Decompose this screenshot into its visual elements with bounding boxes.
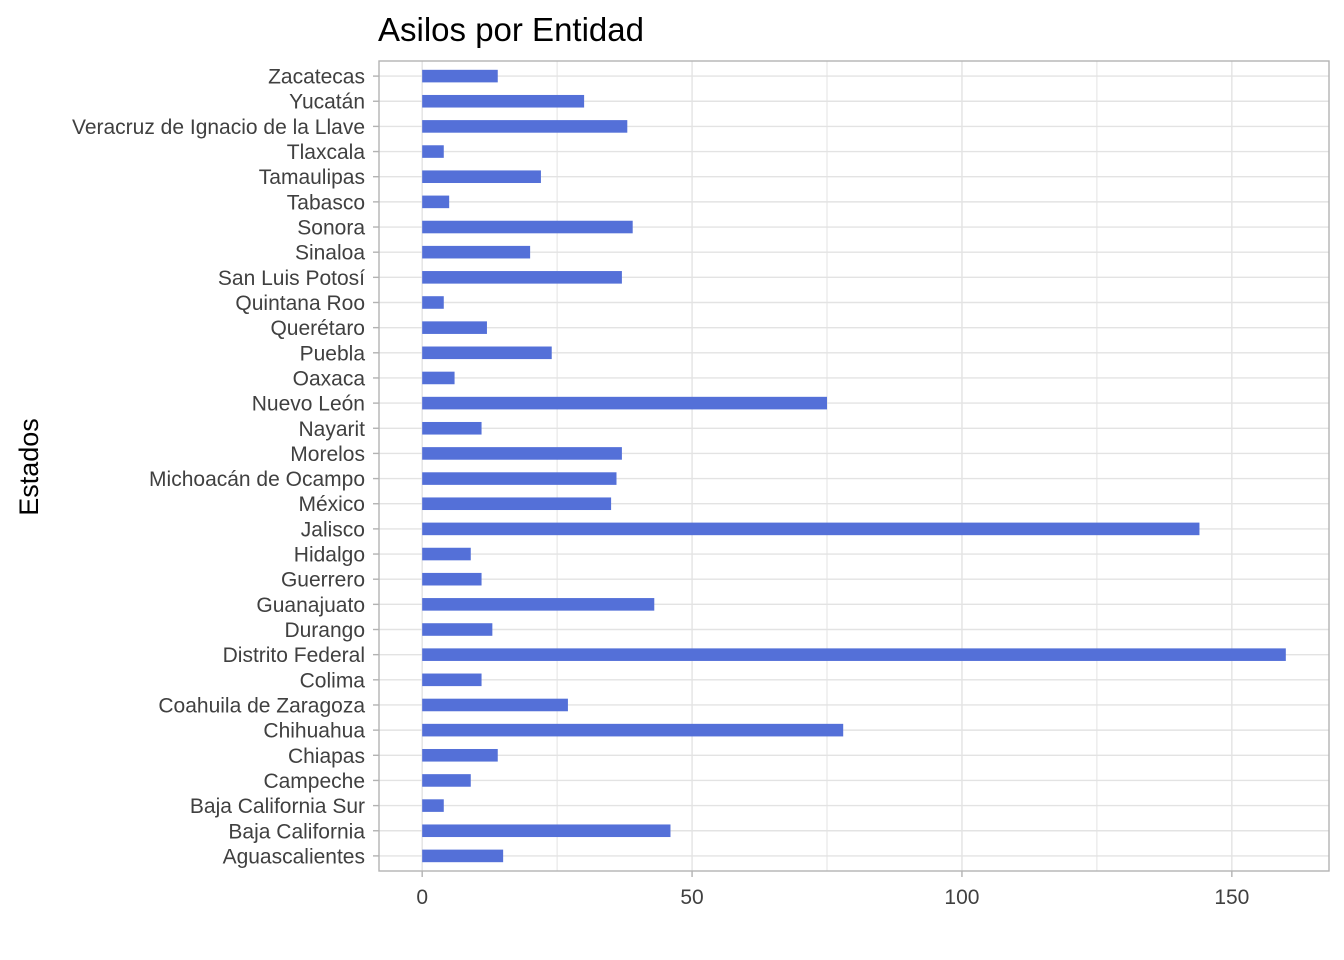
bar-8 (422, 648, 1286, 661)
category-label-11: Guerrero (281, 569, 365, 592)
x-tick-labels: 0 50 100 150 (416, 871, 1249, 909)
bar-20 (422, 346, 552, 360)
category-label-26: Tabasco (287, 191, 365, 214)
bar-11 (422, 572, 482, 586)
bar-15 (422, 472, 617, 485)
bar-18 (422, 396, 828, 410)
category-label-13: Jalisco (301, 518, 365, 541)
bar-13 (422, 522, 1200, 536)
bar-12 (422, 547, 471, 561)
bar-30 (422, 94, 585, 108)
category-label-24: Sinaloa (295, 242, 365, 265)
category-label-23: San Luis Potosí (218, 267, 365, 290)
bar-23 (422, 271, 622, 284)
category-label-28: Tlaxcala (287, 141, 366, 164)
bar-19 (422, 371, 455, 385)
category-label-30: Yucatán (289, 91, 365, 114)
category-label-2: Baja California Sur (190, 795, 365, 818)
bar-16 (422, 447, 622, 460)
category-label-5: Chihuahua (263, 720, 365, 743)
category-label-3: Campeche (263, 770, 365, 793)
category-label-10: Guanajuato (256, 594, 365, 617)
bar-9 (422, 623, 493, 636)
bar-22 (422, 296, 444, 309)
category-label-16: Morelos (290, 443, 365, 466)
category-label-0: Aguascalientes (223, 845, 365, 868)
x-tick-label-2: 100 (944, 886, 979, 909)
bar-14 (422, 497, 612, 511)
x-tick-label-3: 150 (1214, 886, 1249, 909)
category-label-9: Durango (284, 619, 365, 642)
bar-21 (422, 321, 487, 334)
bar-29 (422, 120, 628, 133)
bar-28 (422, 145, 444, 158)
bar-25 (422, 220, 633, 234)
bar-5 (422, 723, 844, 737)
bar-1 (422, 824, 671, 838)
category-label-7: Colima (300, 669, 366, 692)
category-label-29: Veracruz de Ignacio de la Llave (72, 116, 365, 139)
category-label-21: Querétaro (270, 317, 365, 340)
y-axis-label: Estados (14, 418, 44, 516)
panel-border (378, 60, 1330, 872)
category-label-18: Nuevo León (252, 393, 365, 416)
bar-4 (422, 748, 498, 762)
category-label-14: México (298, 493, 365, 516)
category-label-17: Nayarit (298, 418, 365, 441)
category-label-27: Tamaulipas (259, 166, 365, 189)
category-label-6: Coahuila de Zaragoza (158, 694, 365, 717)
bar-0 (422, 849, 504, 863)
category-label-8: Distrito Federal (223, 644, 365, 667)
bar-6 (422, 698, 568, 712)
bars (422, 69, 1286, 863)
category-label-31: Zacatecas (268, 66, 365, 89)
category-label-15: Michoacán de Ocampo (149, 468, 365, 491)
bar-3 (422, 774, 471, 787)
bar-24 (422, 245, 531, 259)
category-label-20: Puebla (300, 342, 366, 365)
bar-27 (422, 170, 541, 184)
bar-2 (422, 799, 444, 812)
bar-7 (422, 673, 482, 687)
category-label-19: Oaxaca (293, 367, 366, 390)
grid-lines (379, 61, 1329, 871)
category-label-22: Quintana Roo (235, 292, 365, 315)
bar-26 (422, 195, 450, 209)
bar-31 (422, 69, 498, 83)
chart-title: Asilos por Entidad (378, 11, 644, 48)
x-tick-label-0: 0 (416, 886, 428, 909)
bar-10 (422, 598, 655, 611)
x-tick-label-1: 50 (680, 886, 703, 909)
bar-17 (422, 421, 482, 435)
category-label-25: Sonora (297, 217, 365, 240)
category-label-12: Hidalgo (294, 544, 365, 567)
category-label-1: Baja California (228, 820, 365, 843)
category-label-4: Chiapas (288, 745, 365, 768)
